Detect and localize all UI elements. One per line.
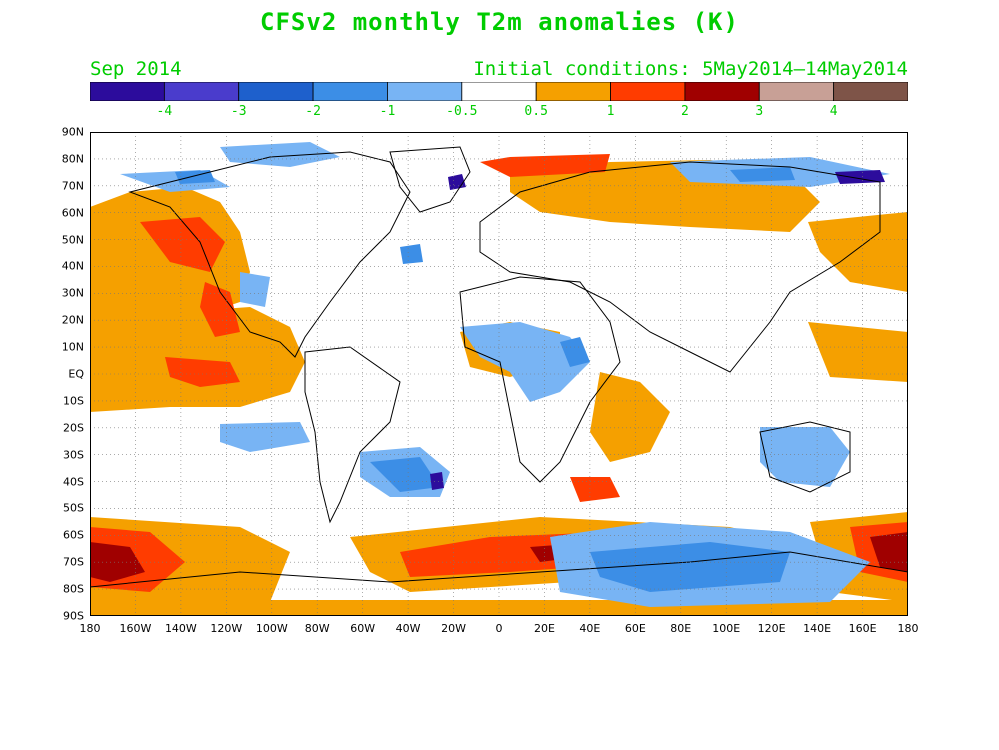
colorbar-swatch: [163, 82, 240, 101]
longitude-label: 180: [897, 622, 919, 635]
colorbar-tick-label: -4: [156, 104, 173, 119]
colorbar-swatch: [535, 82, 611, 101]
latitude-label: 60S: [63, 528, 84, 542]
colorbar-swatch: [238, 82, 314, 101]
latitude-label: 80S: [63, 582, 84, 596]
longitude-label: 100E: [712, 622, 741, 635]
longitude-label: 180: [79, 622, 101, 635]
latitude-label: 20N: [61, 313, 84, 327]
longitude-label: 80W: [304, 622, 330, 635]
longitude-label: 60W: [350, 622, 376, 635]
colorbar-swatch: [610, 82, 686, 101]
colorbar-swatch: [833, 82, 908, 101]
longitude-label: 40W: [395, 622, 421, 635]
latitude-label: 80N: [61, 152, 84, 166]
colorbar-tick-label: -2: [305, 104, 321, 119]
colorbar-tick-label: -3: [230, 104, 247, 119]
latitude-label: 70N: [61, 179, 84, 193]
latitude-label: 10S: [63, 394, 84, 408]
map-frame: [90, 132, 908, 616]
map-title: CFSv2 monthly T2m anomalies (K): [260, 8, 739, 36]
latitude-label: 40N: [61, 259, 84, 273]
latitude-label: 50S: [63, 501, 84, 515]
colorbar-swatch: [312, 82, 388, 101]
latitude-label: 60N: [61, 206, 84, 220]
longitude-label: 80E: [670, 622, 692, 635]
longitude-label: 60E: [624, 622, 646, 635]
longitude-label: 40E: [579, 622, 601, 635]
moderate-cool-regions: [175, 167, 795, 592]
colorbar-swatch: [461, 82, 537, 101]
deep-cool-regions: [430, 170, 885, 490]
latitude-label: 40S: [63, 475, 84, 489]
latitude-label: 30N: [61, 286, 84, 300]
longitude-label: 0: [495, 622, 503, 635]
colorbar-tick-label: -1: [379, 104, 396, 119]
colorbar-tick-label: 4: [829, 104, 838, 119]
latitude-label: 30S: [63, 448, 84, 462]
colorbar-tick-label: 1: [606, 104, 615, 119]
latitude-label: 70S: [63, 555, 84, 569]
longitude-label: 120W: [210, 622, 243, 635]
gridlines: [90, 132, 908, 616]
latitude-label: 10N: [61, 340, 84, 354]
longitude-label: 160E: [848, 622, 877, 635]
coastlines: [90, 146, 908, 588]
longitude-label: 20W: [441, 622, 466, 635]
longitude-label: 20E: [533, 622, 555, 635]
colorbar-tick-label: -0.5: [446, 104, 478, 119]
latitude-label: 20S: [63, 421, 84, 435]
longitude-label: 140W: [164, 622, 197, 635]
colorbar-tick-label: 2: [680, 104, 689, 119]
initial-conditions-label: Initial conditions: 5May2014—14May2014: [473, 58, 908, 80]
longitude-label: 140E: [803, 622, 832, 635]
latitude-label: 90N: [61, 125, 84, 139]
anomaly-map: [90, 132, 908, 616]
colorbar-tick-label: 0.5: [524, 104, 548, 119]
latitude-label: 50N: [61, 233, 84, 247]
longitude-label: 100W: [255, 622, 288, 635]
colorbar: [90, 82, 908, 101]
colorbar-swatch: [387, 82, 463, 101]
longitude-label: 160W: [119, 622, 152, 635]
colorbar-swatch: [90, 82, 165, 101]
longitude-label: 120E: [757, 622, 786, 635]
latitude-label: EQ: [68, 367, 84, 381]
colorbar-swatch: [684, 82, 760, 101]
latitude-label: 90S: [63, 609, 84, 623]
colorbar-tick-label: 3: [755, 104, 764, 119]
colorbar-swatch: [758, 82, 835, 101]
valid-month-label: Sep 2014: [90, 58, 182, 80]
